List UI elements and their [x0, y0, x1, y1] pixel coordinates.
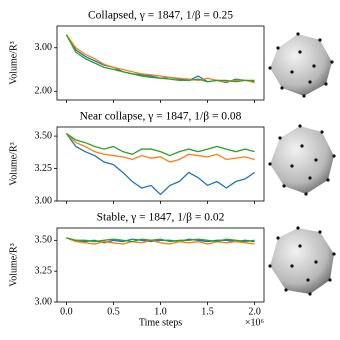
- y-tick-label: 3.50: [35, 235, 53, 246]
- y-tick-label: 3.00: [35, 195, 53, 206]
- x-tick-label: 0.5: [107, 306, 120, 317]
- x-offset-label: ×10⁶: [245, 317, 265, 328]
- x-tick-label: 0.0: [60, 306, 73, 317]
- series-line: [66, 237, 255, 243]
- shape-collapsed: [268, 32, 334, 98]
- chart-title: Near collapse, γ = 1847, 1/β = 0.08: [80, 111, 242, 123]
- shape-stable: [268, 226, 336, 296]
- series-line: [65, 34, 255, 83]
- y-tick-label: 3.25: [35, 265, 53, 276]
- y-axis-label: Volume/R³: [8, 41, 19, 84]
- y-tick-label: 3.25: [35, 163, 53, 174]
- x-tick-label: 2.0: [248, 306, 261, 317]
- y-tick-label: 3.00: [35, 42, 53, 53]
- series-line: [65, 34, 255, 84]
- x-axis-label: Time steps: [139, 317, 182, 328]
- axes-frame: [56, 227, 265, 303]
- y-tick-label: 2.00: [35, 86, 53, 97]
- y-tick-label: 3.50: [35, 130, 53, 141]
- x-tick-label: 1.5: [201, 306, 214, 317]
- series-line: [65, 133, 255, 196]
- axes-frame: [56, 25, 265, 101]
- series-line: [66, 132, 255, 157]
- axes-frame: [56, 126, 265, 202]
- y-tick-label: 3.00: [35, 296, 53, 307]
- chart-title: Collapsed, γ = 1847, 1/β = 0.25: [88, 10, 233, 22]
- x-tick-label: 1.0: [154, 306, 167, 317]
- y-axis-label: Volume/R³: [8, 142, 19, 185]
- chart-title: Stable, γ = 1847, 1/β = 0.02: [97, 212, 225, 224]
- series-line: [66, 237, 255, 245]
- shape-near-collapse: [268, 124, 336, 196]
- series-line: [65, 133, 255, 163]
- y-axis-label: Volume/R³: [8, 243, 19, 286]
